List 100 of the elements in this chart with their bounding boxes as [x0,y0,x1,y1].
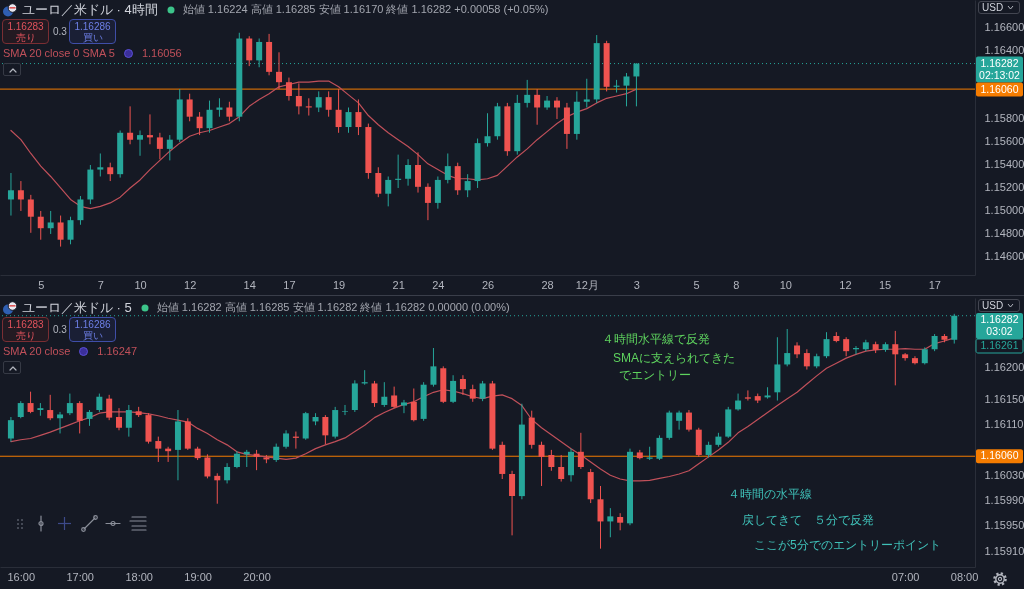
candlestick [375,166,382,198]
candlestick [484,112,491,148]
candlestick [784,328,791,367]
candlestick [568,448,575,483]
y-axis-title: USD [982,2,1004,13]
x-tick-label: 19:00 [184,570,212,583]
annotation: SMAに支えられてきた [613,351,736,365]
candlestick [597,485,604,550]
x-tick-label: 15 [878,278,892,291]
x-tick-label: 8 [733,278,740,291]
x-tick-label: 26 [481,278,495,291]
y-tick-label: 1.14600 [984,250,1024,263]
candlestick [623,72,630,107]
text: SMA 20 close 0 SMA 5 [3,46,115,60]
candlestick [607,507,614,538]
candlestick [415,151,422,194]
candlestick [37,210,44,241]
candlestick [735,393,742,412]
candlestick [459,374,466,396]
candlestick [295,82,302,115]
candlestick [385,175,392,207]
candlestick [76,400,83,434]
candlestick [430,347,437,388]
x-tick-label: 14 [243,278,256,291]
candlestick [7,416,14,443]
x-tick-label: 17:00 [66,570,94,583]
x-tick-label: 17 [928,278,941,291]
y-tick-label: 1.15000 [984,204,1024,217]
x-tick-label: 20:00 [243,570,271,583]
candlestick [66,393,73,416]
candlestick [322,414,329,445]
candlestick [391,386,398,409]
candlestick [253,449,260,471]
candlestick [464,173,471,198]
candlestick [803,348,810,371]
candlestick [479,380,486,402]
annotation: 1.16283 [6,319,45,330]
text: SMA 20 close [3,344,71,358]
x-tick-label: 7 [97,278,104,291]
x-tick-label: 5 [38,278,45,291]
candlestick [7,172,14,217]
x-tick-label: 18:00 [125,570,153,583]
candlestick [166,134,173,161]
candlestick [276,51,283,90]
x-tick-label: 24 [432,278,445,291]
candlestick [246,35,253,67]
annotation: 1.16247 [97,344,138,358]
candlestick [342,404,349,416]
annotation: ここが5分でのエントリーポイント [754,538,941,552]
candlestick [405,158,412,187]
candlestick [355,98,362,136]
candlestick [685,409,692,433]
candlestick [125,404,132,438]
annotation: 買い [81,32,104,43]
x-tick-label: 21 [392,278,405,291]
candlestick [583,78,590,108]
ref-line-label: 1.16060 [980,82,1019,95]
annotation: 1.16283 [6,21,45,32]
candlestick [381,381,388,408]
x-tick-label: 17 [283,278,296,291]
annotation: ４時間の水平線 [728,487,812,501]
candlestick [371,380,378,408]
candlestick [216,97,223,118]
y-tick-label: 1.15400 [984,158,1024,171]
y-tick-label: 1.15800 [984,112,1024,125]
candlestick [47,394,54,421]
annotation: 1.16056 [141,46,182,60]
candlestick [577,432,584,470]
x-tick-label: 12月 [575,278,599,291]
annotation: 1.16286 [73,21,112,32]
currency-dropdown: USD [978,299,1020,312]
candlestick [155,436,162,463]
y-tick-label: 1.15990 [984,494,1024,507]
chart-subtitle: 始値 1.16224 高値 1.16285 安値 1.16170 終値 1.16282 +0.00058 (+0.05%) [182,2,549,17]
candlestick [204,453,211,479]
candlestick [17,180,24,212]
y-tick-label: 1.15910 [984,544,1024,557]
candlestick [283,429,290,450]
annotation: 売り [14,330,37,341]
y-tick-label: 1.14800 [984,227,1024,240]
candlestick [335,88,342,134]
x-tick-label: 3 [633,278,640,291]
x-tick-label: 19 [332,278,346,291]
annotation: 売り [14,32,37,43]
ref-line-label: 1.16282 03:02 [980,313,1019,337]
y-tick-label: 1.16400 [984,43,1024,56]
x-tick-label: 10 [779,278,792,291]
y-axis-title: USD [982,300,1004,311]
x-tick-label: 10 [134,278,147,291]
candlestick [325,90,332,118]
y-tick-label: 1.15200 [984,181,1024,194]
sell-button: 1.16283 売り [2,19,49,44]
annotation: 戻してきて ５分で反発 [742,513,874,527]
ref-line-label: 1.16060 [980,449,1019,462]
y-tick-label: 1.16200 [984,361,1024,374]
x-tick-label: 16:00 [7,570,36,583]
candlestick [107,162,114,182]
x-tick-label: 08:00 [950,570,979,583]
annotation: 1.16286 [73,319,112,330]
chart-subtitle: 始値 1.16282 高値 1.16285 安値 1.16282 終値 1.16282 0.00000 (0.00%) [156,300,510,315]
